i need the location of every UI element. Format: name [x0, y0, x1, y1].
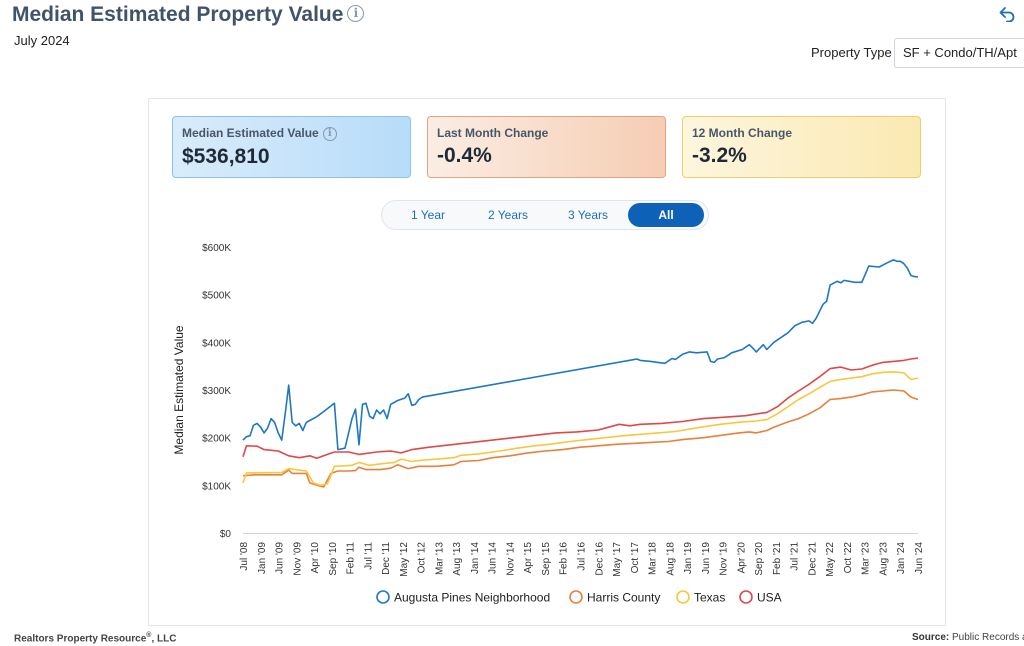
- x-tick-label: Sep '20: [754, 542, 765, 576]
- x-axis: Jul '08 Jan '09 Jun '09 Nov '09 Apr '10 Sep '…: [239, 533, 925, 577]
- x-tick-label: Sep '10: [328, 542, 339, 576]
- x-tick-label: Dec '21: [807, 542, 818, 576]
- x-tick-label: Oct '12: [417, 542, 428, 574]
- twelve-month-change-value: -3.2%: [692, 144, 747, 167]
- y-axis-title: Median Estimated Value: [172, 325, 186, 455]
- legend-label-augusta[interactable]: Augusta Pines Neighborhood: [394, 591, 550, 605]
- y-tick-label: $500K: [202, 291, 231, 302]
- x-tick-label: Jun '24: [914, 542, 925, 574]
- x-tick-label: Jan '09: [257, 542, 268, 574]
- last-month-change-value: -0.4%: [437, 144, 492, 167]
- footer-source: Source: Public Records a: [912, 632, 1024, 643]
- x-tick-label: Feb '11: [346, 542, 357, 575]
- series-line-texas: [242, 371, 919, 487]
- last-month-change-label: Last Month Change: [437, 126, 549, 140]
- x-tick-label: Dec '11: [381, 542, 392, 575]
- x-tick-label: Aug '18: [665, 542, 676, 576]
- x-tick-label: Feb '21: [772, 542, 783, 575]
- x-tick-label: Jun '09: [275, 542, 286, 574]
- x-tick-label: Oct '22: [843, 542, 854, 574]
- legend-label-texas[interactable]: Texas: [694, 591, 725, 605]
- x-tick-label: Nov '14: [505, 542, 516, 576]
- median-value: $536,810: [182, 144, 270, 168]
- page-title: Median Estimated Property Value i: [12, 3, 365, 27]
- series-line-usa: [242, 357, 919, 459]
- x-tick-label: Nov '19: [719, 542, 730, 576]
- y-tick-label: $600K: [202, 243, 231, 254]
- y-tick-label: $400K: [202, 338, 231, 349]
- x-tick-label: Jun '19: [701, 542, 712, 574]
- legend-marker-harris[interactable]: [569, 590, 583, 604]
- tab-2-years[interactable]: 2 Years: [487, 208, 529, 222]
- series-lines: [242, 259, 919, 488]
- tab-all[interactable]: All: [628, 203, 704, 227]
- property-type-select[interactable]: SF + Condo/TH/Apt: [894, 38, 1024, 68]
- y-tick-label: $100K: [202, 481, 231, 492]
- x-tick-label: Apr '20: [736, 542, 747, 574]
- twelve-month-change-card: 12 Month Change -3.2%: [682, 116, 921, 178]
- x-tick-label: Jul '08: [239, 542, 250, 571]
- source-value: Public Records a: [952, 632, 1024, 643]
- median-value-card: Median Estimated Value i $536,810: [172, 116, 411, 178]
- twelve-month-change-label: 12 Month Change: [692, 126, 793, 140]
- source-label: Source:: [912, 632, 950, 643]
- legend-marker-usa[interactable]: [739, 590, 753, 604]
- y-axis: $0 $100K $200K $300K $400K $500K $600K Median E…: [172, 243, 231, 540]
- x-tick-label: Mar '18: [648, 542, 659, 575]
- footer-company-suffix: , LLC: [151, 633, 177, 645]
- x-tick-label: Sep '15: [541, 542, 552, 576]
- legend-label-harris[interactable]: Harris County: [587, 591, 660, 605]
- chart-panel: [148, 98, 946, 626]
- x-tick-label: May '17: [612, 542, 623, 577]
- x-tick-label: Jan '14: [470, 542, 481, 574]
- tab-3-years[interactable]: 3 Years: [567, 208, 609, 222]
- page-title-text: Median Estimated Property Value: [12, 3, 344, 26]
- x-tick-label: Nov '09: [292, 542, 303, 576]
- x-tick-label: Jan '19: [683, 542, 694, 574]
- legend-marker-texas[interactable]: [676, 590, 690, 604]
- x-tick-label: Aug '23: [878, 542, 889, 576]
- y-tick-label: $200K: [202, 434, 231, 445]
- share-icon[interactable]: [998, 4, 1016, 22]
- y-tick-label: $300K: [202, 386, 231, 397]
- x-tick-label: Jul '21: [790, 542, 801, 571]
- registered-mark: ®: [146, 632, 152, 639]
- x-tick-label: Feb '16: [559, 542, 570, 575]
- x-tick-label: Jul '16: [577, 542, 588, 571]
- legend-label-usa[interactable]: USA: [757, 591, 782, 605]
- x-tick-label: Apr '10: [310, 542, 321, 574]
- median-value-label: Median Estimated Value: [182, 126, 319, 140]
- x-tick-label: Oct '17: [630, 542, 641, 574]
- median-info-icon[interactable]: i: [322, 126, 337, 141]
- tab-1-year[interactable]: 1 Year: [410, 208, 446, 222]
- info-icon[interactable]: i: [347, 4, 365, 22]
- footer-copyright: Realtors Property Resource®, LLC: [14, 632, 176, 644]
- property-type-label: Property Type: [811, 45, 892, 60]
- x-tick-label: May '12: [399, 542, 410, 577]
- footer-company: Realtors Property Resource: [14, 633, 147, 645]
- x-tick-label: Aug '13: [452, 542, 463, 576]
- x-tick-label: Mar '13: [434, 542, 445, 575]
- last-month-change-card: Last Month Change -0.4%: [427, 116, 666, 178]
- x-tick-label: Dec '16: [594, 542, 605, 576]
- time-range-tabs: 1 Year 2 Years 3 Years All: [381, 200, 709, 230]
- y-tick-label: $0: [220, 529, 232, 540]
- x-tick-label: May '22: [825, 542, 836, 577]
- x-tick-label: Apr '15: [523, 542, 534, 574]
- legend-marker-augusta[interactable]: [376, 590, 390, 604]
- x-tick-label: Mar '23: [861, 542, 872, 575]
- series-line-harris: [242, 389, 919, 488]
- x-tick-label: Jul '11: [363, 542, 374, 570]
- legend: Augusta Pines Neighborhood Harris County T…: [376, 590, 782, 605]
- report-date: July 2024: [14, 33, 70, 48]
- x-tick-label: Jun '14: [488, 542, 499, 574]
- x-tick-label: Jan '24: [896, 542, 907, 574]
- series-line-augusta: [242, 259, 919, 451]
